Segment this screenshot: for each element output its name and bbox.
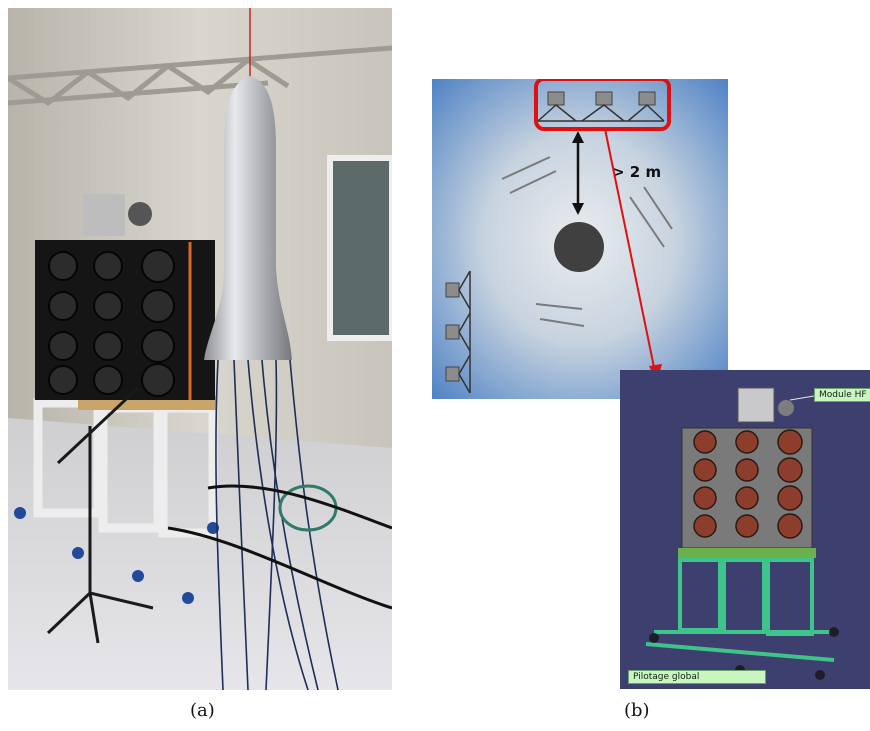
pilotage-global-label: Pilotage global (628, 670, 766, 684)
suspended-cone (204, 76, 292, 360)
central-object (554, 222, 604, 272)
loudspeaker-photo (8, 8, 392, 690)
distance-label: > 2 m (612, 163, 662, 181)
speaker-stack (35, 194, 215, 400)
room-diagram: > 2 m (432, 79, 728, 399)
cad-rendering: Module HF Pilotage global (620, 370, 870, 689)
caption-a: (a) (190, 700, 215, 721)
room-layout-svg (432, 79, 728, 399)
module-hf-label: Module HF (814, 388, 870, 402)
highlight-box (534, 79, 671, 131)
cad-svg (620, 370, 870, 689)
top-speaker-array (547, 91, 656, 106)
caption-b: (b) (624, 700, 650, 721)
photo-panel (8, 8, 392, 690)
